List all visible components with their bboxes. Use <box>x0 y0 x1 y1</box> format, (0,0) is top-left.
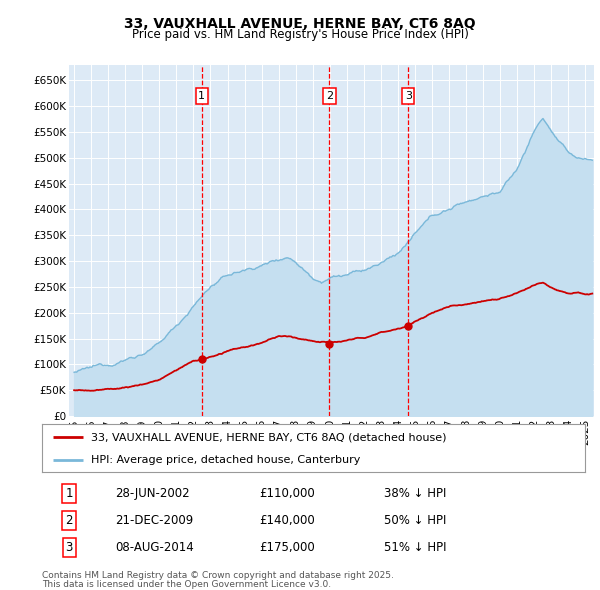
Text: 08-AUG-2014: 08-AUG-2014 <box>115 541 194 554</box>
Text: 28-JUN-2002: 28-JUN-2002 <box>115 487 190 500</box>
Text: 3: 3 <box>65 541 73 554</box>
Text: Price paid vs. HM Land Registry's House Price Index (HPI): Price paid vs. HM Land Registry's House … <box>131 28 469 41</box>
Text: 3: 3 <box>405 91 412 101</box>
Text: 51% ↓ HPI: 51% ↓ HPI <box>384 541 446 554</box>
Text: 33, VAUXHALL AVENUE, HERNE BAY, CT6 8AQ (detached house): 33, VAUXHALL AVENUE, HERNE BAY, CT6 8AQ … <box>91 432 446 442</box>
Text: £140,000: £140,000 <box>259 514 315 527</box>
Text: £110,000: £110,000 <box>259 487 315 500</box>
Text: 2: 2 <box>326 91 333 101</box>
Text: 1: 1 <box>198 91 205 101</box>
Text: 33, VAUXHALL AVENUE, HERNE BAY, CT6 8AQ: 33, VAUXHALL AVENUE, HERNE BAY, CT6 8AQ <box>124 17 476 31</box>
Text: 1: 1 <box>65 487 73 500</box>
Text: 38% ↓ HPI: 38% ↓ HPI <box>384 487 446 500</box>
Text: Contains HM Land Registry data © Crown copyright and database right 2025.: Contains HM Land Registry data © Crown c… <box>42 571 394 580</box>
Text: £175,000: £175,000 <box>259 541 315 554</box>
Text: 50% ↓ HPI: 50% ↓ HPI <box>384 514 446 527</box>
Text: 2: 2 <box>65 514 73 527</box>
Text: HPI: Average price, detached house, Canterbury: HPI: Average price, detached house, Cant… <box>91 455 360 465</box>
Text: 21-DEC-2009: 21-DEC-2009 <box>115 514 194 527</box>
Text: This data is licensed under the Open Government Licence v3.0.: This data is licensed under the Open Gov… <box>42 579 331 589</box>
